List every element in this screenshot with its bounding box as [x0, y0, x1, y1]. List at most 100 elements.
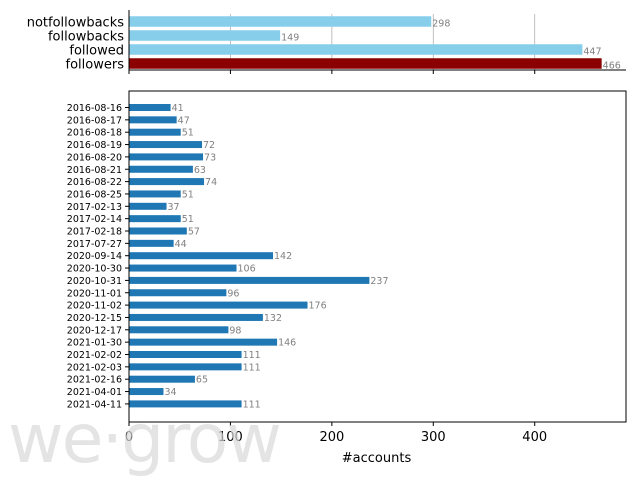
daily-value-label: 65 — [196, 375, 208, 386]
summary-category-label: followers — [66, 58, 125, 73]
summary-value-label: 466 — [603, 61, 621, 72]
daily-value-label: 98 — [229, 325, 241, 336]
daily-value-label: 237 — [370, 276, 388, 287]
daily-x-tick-label: 300 — [421, 430, 446, 445]
daily-date-label: 2021-01-30 — [67, 338, 122, 349]
daily-value-label: 111 — [243, 399, 261, 410]
daily-value-label: 74 — [205, 177, 217, 188]
daily-date-label: 2020-12-15 — [67, 313, 122, 324]
daily-bar — [129, 351, 242, 358]
daily-value-label: 176 — [309, 301, 327, 312]
summary-category-label: followed — [69, 44, 124, 59]
daily-date-label: 2020-10-31 — [67, 276, 122, 287]
summary-value-label: 298 — [432, 19, 450, 30]
daily-date-label: 2016-08-16 — [67, 103, 122, 114]
daily-date-label: 2017-02-18 — [67, 227, 122, 238]
daily-date-label: 2016-08-21 — [67, 165, 122, 176]
daily-bar — [129, 215, 181, 223]
daily-bar — [129, 276, 370, 284]
daily-value-label: 73 — [204, 152, 216, 163]
daily-date-label: 2016-08-25 — [67, 189, 122, 200]
daily-date-label: 2020-10-30 — [67, 264, 122, 275]
daily-bar — [129, 128, 181, 136]
daily-x-tick-label: 200 — [319, 430, 344, 445]
daily-date-label: 2020-11-02 — [67, 301, 122, 312]
daily-date-label: 2016-08-17 — [67, 115, 122, 126]
daily-date-label: 2017-07-27 — [67, 239, 122, 250]
daily-value-label: 44 — [175, 239, 187, 250]
summary-category-label: notfollowbacks — [27, 16, 125, 31]
summary-value-label: 447 — [583, 47, 601, 58]
daily-value-label: 146 — [278, 338, 296, 349]
daily-bar — [129, 104, 171, 111]
daily-value-label: 63 — [194, 165, 206, 176]
daily-date-label: 2017-02-14 — [67, 214, 122, 225]
daily-value-label: 142 — [274, 251, 292, 262]
daily-bar — [129, 116, 177, 124]
daily-axes: 2016-08-16 41 2016-08-17 47 2016-08-18 51 2016… — [67, 90, 627, 466]
daily-value-label: 34 — [164, 387, 176, 398]
daily-x-tick-label: 400 — [522, 430, 547, 445]
summary-bar — [129, 44, 583, 55]
daily-bar — [129, 227, 187, 235]
daily-x-tick-label: 0 — [125, 430, 133, 445]
daily-x-tick-label: 100 — [218, 430, 243, 445]
daily-value-label: 106 — [238, 264, 256, 275]
daily-date-label: 2021-02-03 — [67, 362, 122, 373]
summary-value-label: 149 — [281, 33, 299, 44]
daily-plot-frame — [128, 90, 627, 423]
daily-value-label: 41 — [172, 103, 184, 114]
daily-bar — [129, 326, 229, 334]
daily-value-label: 132 — [264, 313, 282, 324]
daily-date-label: 2020-11-01 — [67, 288, 122, 299]
daily-bar — [129, 301, 308, 309]
daily-value-label: 51 — [182, 128, 194, 139]
summary-bar — [129, 58, 602, 69]
daily-bar — [129, 141, 203, 149]
daily-bar — [129, 252, 274, 260]
daily-bar — [129, 264, 237, 272]
daily-bar — [129, 165, 193, 173]
daily-bar — [129, 388, 164, 396]
daily-bar — [129, 338, 278, 346]
daily-value-label: 111 — [243, 350, 261, 361]
daily-date-label: 2020-12-17 — [67, 325, 122, 336]
daily-date-label: 2016-08-19 — [67, 140, 122, 151]
daily-date-label: 2017-02-13 — [67, 202, 122, 213]
daily-bar — [129, 153, 204, 161]
summary-bars — [129, 16, 602, 69]
daily-value-label: 57 — [188, 227, 200, 238]
daily-value-label: 96 — [227, 288, 239, 299]
daily-value-label: 51 — [182, 189, 194, 200]
daily-date-label: 2021-02-16 — [67, 375, 122, 386]
wegrow-logo-watermark: we·grow — [8, 400, 282, 479]
daily-date-label: 2016-08-20 — [67, 152, 122, 163]
daily-bar — [129, 178, 205, 186]
daily-bar — [129, 375, 195, 383]
daily-bar — [129, 202, 167, 210]
daily-value-label: 111 — [243, 362, 261, 373]
daily-bar — [129, 190, 181, 198]
daily-value-label: 72 — [203, 140, 215, 151]
daily-date-label: 2020-09-14 — [67, 251, 122, 262]
daily-bar — [129, 400, 242, 408]
daily-date-label: 2021-02-02 — [67, 350, 122, 361]
daily-bar — [129, 313, 263, 321]
daily-bar — [129, 289, 227, 297]
daily-value-label: 51 — [182, 214, 194, 225]
summary-bar — [129, 30, 281, 41]
daily-bar — [129, 239, 174, 247]
daily-value-label: 37 — [168, 202, 180, 213]
daily-x-axis-label: #accounts — [342, 451, 412, 466]
daily-date-label: 2016-08-18 — [67, 128, 122, 139]
summary-category-label: followbacks — [48, 30, 124, 45]
daily-bar — [129, 363, 242, 371]
daily-date-label: 2016-08-22 — [67, 177, 122, 188]
daily-date-label: 2021-04-01 — [67, 387, 122, 398]
summary-bar — [129, 16, 432, 27]
daily-date-label: 2021-04-11 — [67, 399, 122, 410]
daily-value-label: 47 — [178, 115, 190, 126]
summary-axes: notfollowbacks 298 followbacks 149 followed 4… — [27, 10, 626, 74]
daily-bars — [129, 104, 370, 408]
